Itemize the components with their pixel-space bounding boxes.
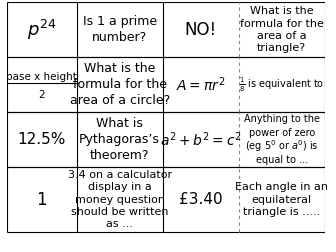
Text: 12.5%: 12.5% <box>17 132 66 147</box>
Text: Anything to the: Anything to the <box>244 114 320 124</box>
Text: 1: 1 <box>36 191 47 209</box>
Text: $a^2 + b^2 = c^2$: $a^2 + b^2 = c^2$ <box>160 130 242 149</box>
Text: power of zero: power of zero <box>249 128 315 138</box>
Text: Each angle in an
equilateral
triangle is .....: Each angle in an equilateral triangle is… <box>235 182 328 217</box>
Text: What is the
formula for the
area of a
triangle?: What is the formula for the area of a tr… <box>240 6 324 53</box>
Text: £3.40: £3.40 <box>179 192 222 207</box>
Text: What is
Pythagoras’s
theorem?: What is Pythagoras’s theorem? <box>79 117 160 162</box>
Text: 2: 2 <box>38 90 45 100</box>
Text: $A = \pi r^2$: $A = \pi r^2$ <box>176 75 225 94</box>
Text: What is the
formula for the
area of a circle?: What is the formula for the area of a ci… <box>70 62 170 107</box>
Text: (eg $5^0$ or $a^0$) is: (eg $5^0$ or $a^0$) is <box>245 139 319 154</box>
Text: $p^{24}$: $p^{24}$ <box>27 18 56 42</box>
Text: base x height: base x height <box>6 72 77 82</box>
Text: 3.4 on a calculator
display in a
money question
should be written
as ...: 3.4 on a calculator display in a money q… <box>68 170 172 229</box>
Text: NO!: NO! <box>184 21 217 39</box>
Text: equal to ...: equal to ... <box>256 155 308 165</box>
Text: Is 1 a prime
number?: Is 1 a prime number? <box>83 15 157 44</box>
Text: $\frac{1}{8}$ is equivalent to: $\frac{1}{8}$ is equivalent to <box>239 76 325 94</box>
